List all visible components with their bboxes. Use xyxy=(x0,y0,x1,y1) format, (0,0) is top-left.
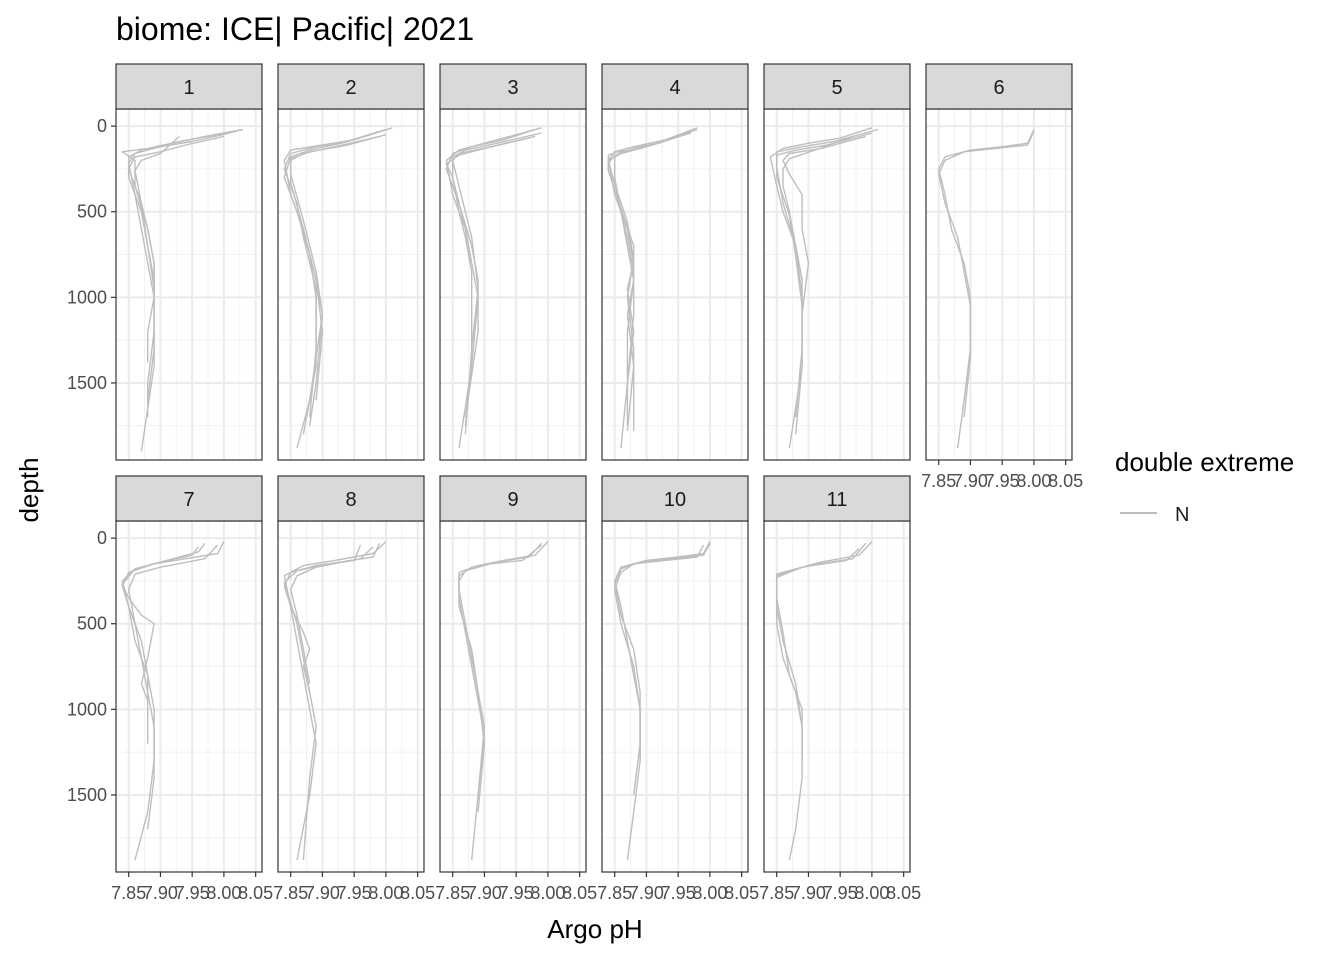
x-tick-label: 7.95 xyxy=(661,883,696,903)
facet-strip xyxy=(601,63,749,110)
series-line-facet-2-5 xyxy=(290,135,380,401)
x-tick-label: 8.00 xyxy=(854,883,889,903)
x-tick-label: 7.85 xyxy=(273,883,308,903)
x-tick-label: 7.90 xyxy=(791,883,826,903)
facet-strip-label: 3 xyxy=(507,77,518,99)
y-tick-label: 500 xyxy=(77,614,107,634)
x-tick-label: 7.85 xyxy=(435,883,470,903)
panel-background xyxy=(926,109,1072,460)
facet-strip xyxy=(601,475,749,522)
panel-background xyxy=(602,109,748,460)
x-tick-label: 7.95 xyxy=(175,883,210,903)
facet-strip-label: 9 xyxy=(507,489,518,511)
series-line-facet-2-3 xyxy=(283,130,380,435)
x-tick-label: 7.90 xyxy=(953,471,988,491)
x-axis-title: Argo pH xyxy=(547,914,642,944)
panel-background xyxy=(764,521,910,872)
facet-strip xyxy=(439,63,587,110)
legend-title: double extreme xyxy=(1115,447,1294,477)
panel-background xyxy=(116,109,262,460)
facet-strip xyxy=(763,63,911,110)
x-tick-label: 8.00 xyxy=(530,883,565,903)
x-tick-label: 7.95 xyxy=(985,471,1020,491)
x-tick-label: 8.05 xyxy=(400,883,435,903)
x-tick-label: 7.90 xyxy=(305,883,340,903)
y-tick-label: 1000 xyxy=(67,287,107,307)
series-line-facet-11-1 xyxy=(776,541,873,861)
series-line-facet-5-3 xyxy=(776,132,873,435)
y-tick-label: 1500 xyxy=(67,373,107,393)
x-tick-label: 7.90 xyxy=(629,883,664,903)
x-tick-label: 7.90 xyxy=(467,883,502,903)
legend-entry-label: N xyxy=(1175,504,1189,526)
series-line-facet-8-1 xyxy=(283,540,387,861)
series-line-facet-11-3 xyxy=(776,547,860,727)
facet-strip-label: 4 xyxy=(669,77,680,99)
chart-title: biome: ICE| Pacific| 2021 xyxy=(116,11,474,47)
facet-strip-label: 6 xyxy=(993,77,1004,99)
panel-background xyxy=(278,521,424,872)
series-line-facet-1-3 xyxy=(127,132,231,363)
series-line-facet-7-4 xyxy=(127,544,219,830)
series-line-facet-10-3 xyxy=(614,544,705,761)
panel-background xyxy=(440,521,586,872)
x-tick-label: 8.00 xyxy=(692,883,727,903)
facet-strip xyxy=(115,63,263,110)
x-tick-label: 7.85 xyxy=(597,883,632,903)
facet-strip xyxy=(277,63,425,110)
y-tick-label: 1500 xyxy=(67,785,107,805)
facet-strip-label: 5 xyxy=(831,77,842,99)
x-tick-label: 8.00 xyxy=(206,883,241,903)
series-line-facet-3-5 xyxy=(445,137,530,264)
y-tick-label: 1000 xyxy=(67,699,107,719)
series-line-facet-5-5 xyxy=(782,135,854,281)
x-tick-label: 7.90 xyxy=(143,883,178,903)
series-line-facet-8-4 xyxy=(290,546,374,684)
series-line-facet-6-2 xyxy=(938,131,1035,418)
x-tick-label: 8.05 xyxy=(724,883,759,903)
x-tick-label: 7.85 xyxy=(921,471,956,491)
y-tick-label: 0 xyxy=(97,116,107,136)
x-tick-label: 8.05 xyxy=(562,883,597,903)
x-tick-label: 8.00 xyxy=(1016,471,1051,491)
series-line-facet-7-3 xyxy=(121,542,206,702)
x-tick-label: 8.00 xyxy=(368,883,403,903)
panel-background xyxy=(602,521,748,872)
series-line-facet-3-3 xyxy=(452,132,542,426)
series-line-facet-3-1 xyxy=(445,127,542,449)
facet-strip-label: 10 xyxy=(664,489,686,511)
panel-background xyxy=(764,109,910,460)
series-line-facet-4-5 xyxy=(607,134,685,401)
x-tick-label: 7.95 xyxy=(499,883,534,903)
facet-strip-label: 8 xyxy=(345,489,356,511)
series-line-facet-5-4 xyxy=(782,135,866,315)
x-tick-label: 8.05 xyxy=(1048,471,1083,491)
facet-strip xyxy=(763,475,911,522)
panel-background xyxy=(116,521,262,872)
facet-strip-label: 7 xyxy=(183,489,194,511)
x-tick-label: 8.05 xyxy=(238,883,273,903)
y-tick-label: 500 xyxy=(77,202,107,222)
x-tick-label: 7.85 xyxy=(111,883,146,903)
x-tick-label: 7.85 xyxy=(759,883,794,903)
panel-background xyxy=(278,109,424,460)
x-tick-label: 7.95 xyxy=(823,883,858,903)
x-tick-label: 7.95 xyxy=(337,883,372,903)
facet-strip xyxy=(925,63,1073,110)
facet-strip xyxy=(277,475,425,522)
facet-strip xyxy=(439,475,587,522)
facet-strip xyxy=(115,475,263,522)
facet-strip-label: 1 xyxy=(183,77,194,99)
facet-strip-label: 11 xyxy=(827,489,848,511)
y-tick-label: 0 xyxy=(97,528,107,548)
y-axis-title: depth xyxy=(14,457,44,522)
series-line-facet-3-2 xyxy=(445,128,536,418)
facet-strip-label: 2 xyxy=(345,77,356,99)
series-line-facet-1-5 xyxy=(134,135,180,298)
series-line-facet-9-3 xyxy=(458,544,543,813)
panel-background xyxy=(440,109,586,460)
x-tick-label: 8.05 xyxy=(886,883,921,903)
